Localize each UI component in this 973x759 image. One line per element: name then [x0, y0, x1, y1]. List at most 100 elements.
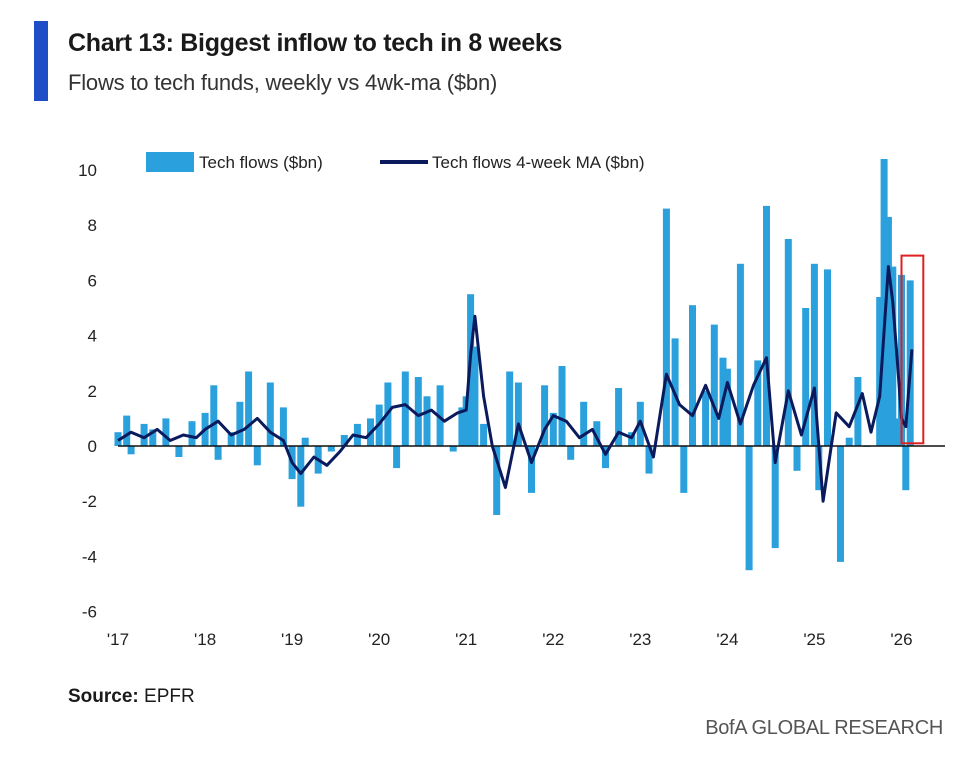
weekly-flow-bar: [414, 377, 422, 446]
weekly-flow-bar: [854, 377, 862, 446]
x-tick-label: '24: [716, 630, 738, 649]
source-label: Source:: [68, 686, 139, 707]
weekly-flow-bar: [802, 308, 810, 446]
weekly-flow-bar: [162, 418, 170, 446]
weekly-flow-bar: [567, 446, 575, 460]
weekly-flow-bar: [514, 382, 522, 446]
chart-legend: Tech flows ($bn) Tech flows 4-week MA ($…: [146, 152, 645, 172]
weekly-flow-bar: [754, 360, 762, 446]
x-tick-label: '21: [455, 630, 477, 649]
weekly-flow-bar: [301, 437, 309, 446]
y-tick-label: 0: [88, 437, 97, 456]
source-value: EPFR: [144, 686, 195, 707]
weekly-flow-bar: [680, 446, 688, 493]
weekly-flow-bar: [188, 421, 196, 446]
weekly-flow-bar: [763, 205, 770, 446]
x-tick-label: '25: [803, 630, 825, 649]
weekly-flow-bar: [236, 401, 244, 446]
legend-swatch-weekly: [146, 152, 194, 172]
weekly-flow-bar: [723, 368, 731, 446]
weekly-flow-bars: [114, 159, 914, 571]
x-tick-label: '19: [281, 630, 303, 649]
x-tick-label: '22: [542, 630, 564, 649]
weekly-flow-bar: [837, 446, 844, 562]
weekly-flow-bar: [210, 385, 218, 446]
x-tick-label: '23: [629, 630, 651, 649]
legend-label-weekly: Tech flows ($bn): [199, 153, 323, 172]
y-tick-label: -2: [82, 492, 97, 511]
weekly-flow-bar: [175, 446, 183, 457]
x-tick-label: '18: [194, 630, 216, 649]
chart-subtitle: Flows to tech funds, weekly vs 4wk-ma ($…: [68, 70, 498, 95]
highlight-box: [900, 254, 925, 445]
weekly-flow-bar: [149, 429, 157, 446]
weekly-flow-bar: [506, 371, 514, 446]
weekly-flow-bar: [689, 305, 696, 446]
weekly-flow-bar: [580, 401, 588, 446]
weekly-flow-bar: [815, 446, 823, 491]
y-tick-label: 8: [88, 216, 97, 235]
weekly-flow-bar: [784, 239, 792, 446]
weekly-flow-bar: [810, 263, 818, 446]
weekly-flow-bar: [541, 385, 549, 446]
weekly-flow-bar: [127, 446, 135, 455]
highlight-box-group: [900, 254, 925, 445]
weekly-flow-bar: [736, 263, 744, 446]
weekly-flow-bar: [893, 418, 901, 446]
x-tick-label: '20: [368, 630, 390, 649]
weekly-flow-bar: [824, 269, 831, 446]
title-accent-bar: [34, 21, 48, 101]
brand-footer: BofA GLOBAL RESEARCH: [705, 717, 943, 739]
weekly-flow-bar: [662, 208, 670, 446]
x-tick-label: '26: [890, 630, 912, 649]
source-note: Source: EPFR: [68, 686, 195, 708]
weekly-flow-bar: [140, 423, 148, 446]
y-axis-ticks: 10 8 6 4 2 0 -2 -4 -6: [78, 161, 97, 622]
weekly-flow-bar: [327, 446, 335, 452]
ma-line: [117, 265, 914, 503]
y-tick-label: 2: [88, 382, 97, 401]
weekly-flow-bar: [593, 421, 601, 446]
weekly-flow-bar: [297, 446, 305, 507]
y-tick-label: -4: [82, 547, 97, 566]
weekly-flow-bar: [393, 446, 401, 469]
weekly-flow-bar: [123, 415, 131, 446]
weekly-flow-bar: [471, 346, 479, 446]
weekly-flow-bar: [615, 388, 623, 446]
weekly-flow-bar: [462, 396, 470, 446]
weekly-flow-bar: [745, 446, 753, 571]
weekly-flow-bar: [602, 446, 609, 469]
weekly-flow-bar: [227, 432, 235, 446]
y-tick-label: -6: [82, 603, 97, 622]
weekly-flow-bar: [889, 266, 897, 446]
weekly-flow-bar: [480, 423, 488, 446]
weekly-flow-bar: [710, 324, 718, 446]
weekly-flow-bar: [266, 382, 274, 446]
y-tick-label: 6: [88, 271, 97, 290]
weekly-flow-bar: [645, 446, 653, 474]
weekly-flow-bar: [214, 446, 222, 460]
weekly-flow-bar: [880, 159, 888, 446]
x-tick-label: '17: [107, 630, 129, 649]
weekly-flow-bar: [449, 446, 457, 452]
y-tick-label: 10: [78, 161, 97, 180]
legend-label-ma: Tech flows 4-week MA ($bn): [432, 153, 645, 172]
weekly-flow-bar: [493, 446, 501, 515]
weekly-flow-bar: [549, 412, 557, 446]
weekly-flow-bar: [528, 446, 535, 493]
weekly-flow-bar: [458, 407, 466, 446]
weekly-flow-bar: [793, 446, 801, 471]
weekly-flow-bar: [558, 366, 566, 446]
weekly-flow-bar: [253, 446, 261, 466]
weekly-flow-bar: [845, 437, 853, 446]
weekly-flow-bar: [423, 396, 431, 446]
chart-title: Chart 13: Biggest inflow to tech in 8 we…: [68, 29, 563, 57]
weekly-flow-bar: [771, 446, 779, 549]
weekly-flow-bar: [279, 407, 287, 446]
ma-line-group: [117, 265, 914, 503]
weekly-flow-bar: [340, 435, 348, 446]
weekly-flow-bar: [902, 446, 910, 491]
x-axis-ticks: '17 '18 '19 '20 '21 '22 '23 '24 '25 '26: [107, 630, 913, 649]
weekly-flow-bar: [702, 390, 710, 446]
